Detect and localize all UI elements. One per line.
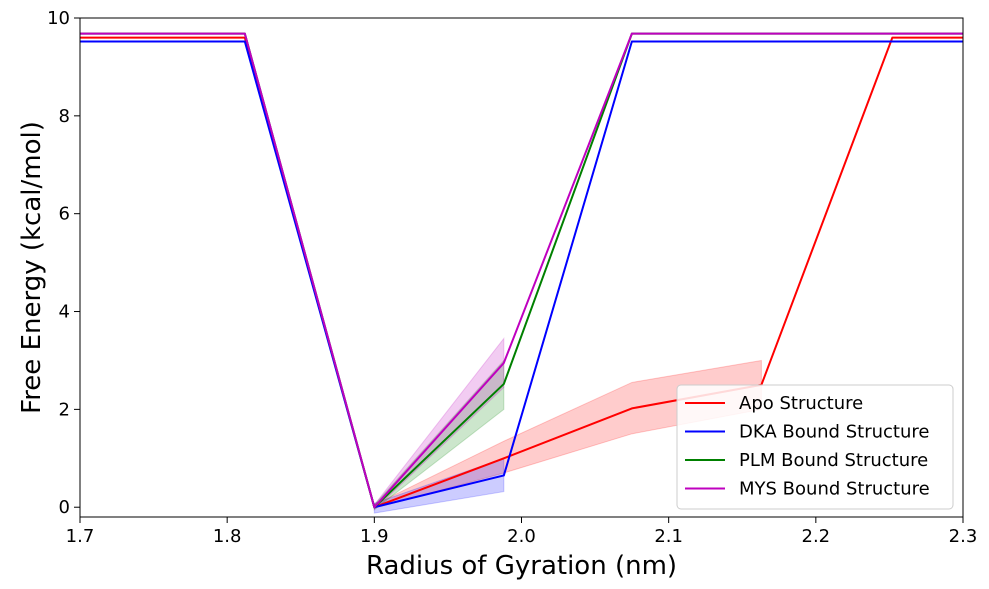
y-tick-label: 10: [47, 8, 70, 29]
x-tick-label: 2.2: [802, 526, 831, 547]
y-tick-label: 2: [59, 399, 70, 420]
y-axis-ticks: 0 2 4 6 8 10: [47, 8, 80, 518]
x-tick-label: 1.8: [213, 526, 242, 547]
series-line-2: [80, 40, 963, 509]
x-tick-label: 2.0: [507, 526, 536, 547]
y-axis-label: Free Energy (kcal/mol): [17, 121, 47, 414]
y-tick-label: 8: [59, 106, 70, 127]
x-axis-ticks: 1.7 1.8 1.9 2.0 2.1 2.2 2.3: [66, 517, 978, 547]
y-tick-label: 0: [59, 497, 70, 518]
legend-label-2: DKA Bound Structure: [739, 422, 929, 443]
legend-label-4: MYS Bound Structure: [739, 479, 930, 500]
y-tick-label: 4: [59, 302, 70, 323]
x-tick-label: 1.9: [360, 526, 389, 547]
y-tick-label: 6: [59, 204, 70, 225]
x-axis-label: Radius of Gyration (nm): [366, 551, 677, 581]
x-tick-label: 2.3: [949, 526, 978, 547]
series-lines: [80, 32, 963, 509]
legend-label-3: PLM Bound Structure: [739, 450, 928, 471]
legend: Apo Structure DKA Bound Structure PLM Boun…: [676, 384, 954, 510]
legend-box: [676, 384, 954, 510]
x-tick-label: 1.7: [66, 526, 95, 547]
legend-label-1: Apo Structure: [739, 393, 863, 414]
x-tick-label: 2.1: [654, 526, 683, 547]
series-line-4: [80, 32, 963, 509]
